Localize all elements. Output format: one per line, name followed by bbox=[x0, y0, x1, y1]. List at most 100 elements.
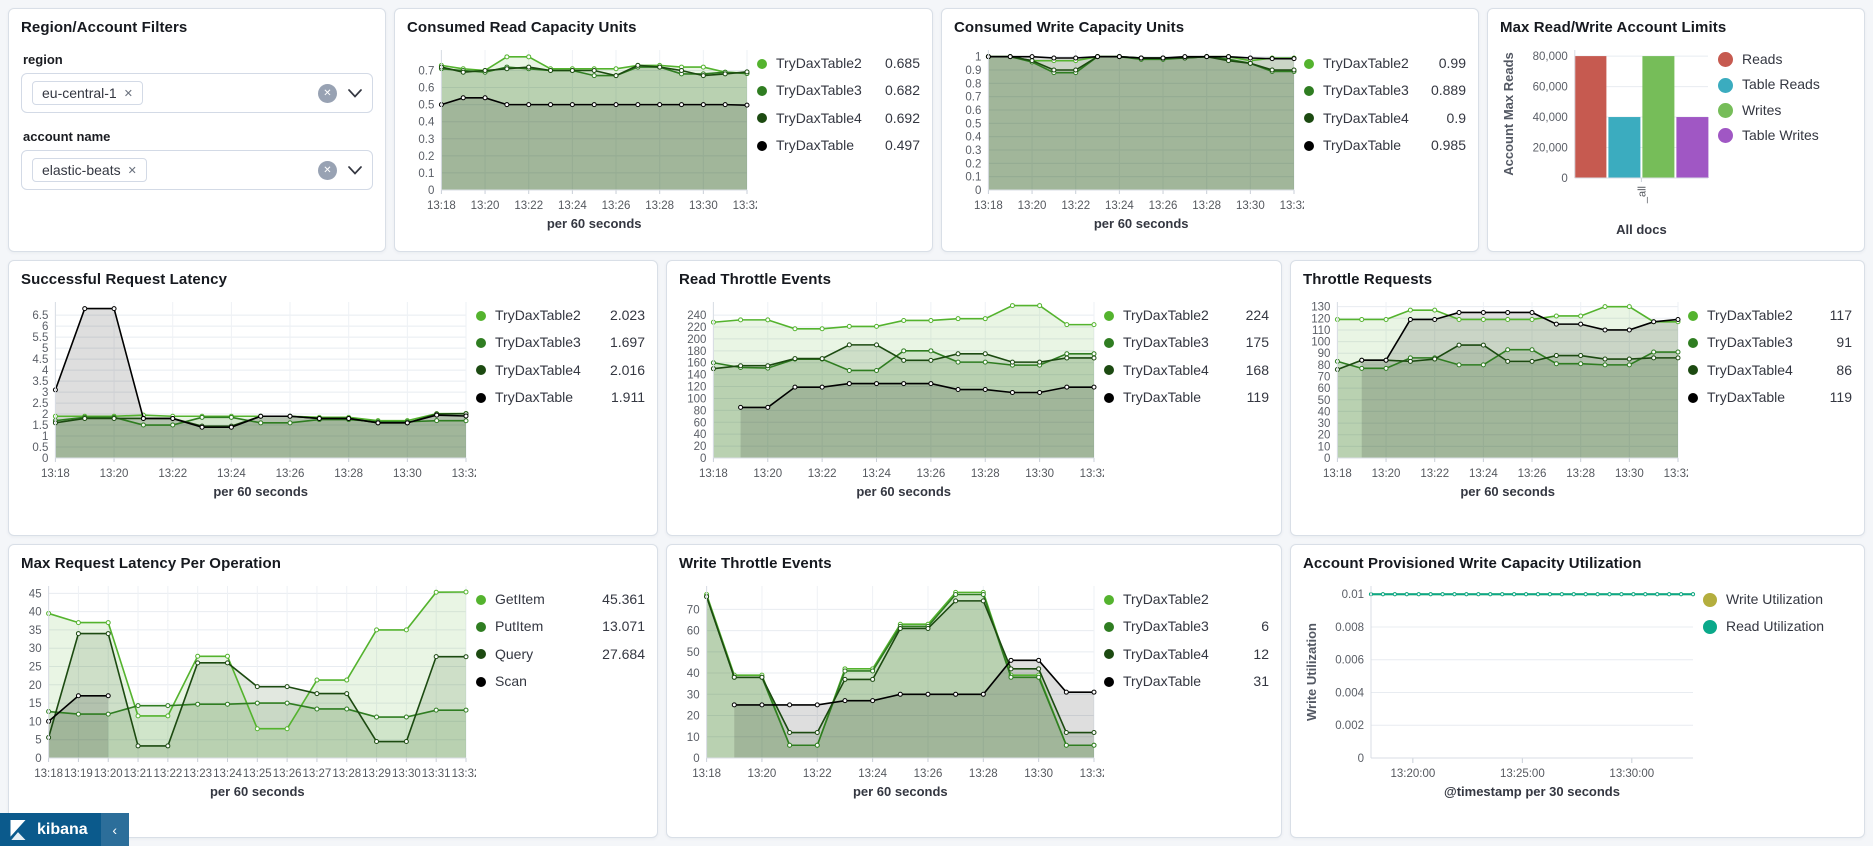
legend-swatch-icon bbox=[757, 58, 767, 69]
legend-item[interactable]: TryDaxTable3 6 bbox=[1104, 618, 1269, 635]
svg-text:1: 1 bbox=[42, 431, 48, 443]
legend-item[interactable]: TryDaxTable4 168 bbox=[1104, 362, 1269, 378]
svg-text:80: 80 bbox=[1318, 360, 1331, 372]
svg-text:13:24: 13:24 bbox=[1469, 468, 1498, 480]
collapse-nav-button[interactable]: ‹ bbox=[100, 813, 129, 846]
legend-item[interactable]: TryDaxTable3 1.697 bbox=[476, 334, 645, 350]
dashboard-row-3: Max Request Latency Per Operation 0 5 10 15… bbox=[8, 544, 1865, 838]
svg-text:0.1: 0.1 bbox=[965, 172, 981, 184]
legend-item[interactable]: TryDaxTable 0.985 bbox=[1304, 137, 1466, 153]
legend-swatch-icon bbox=[476, 310, 486, 321]
legend-item[interactable]: GetItem 45.361 bbox=[476, 591, 645, 607]
kibana-nav-bar: kibana ‹ bbox=[0, 813, 129, 846]
chevron-down-icon[interactable] bbox=[348, 165, 362, 175]
svg-text:13:32: 13:32 bbox=[1080, 768, 1104, 780]
svg-text:60: 60 bbox=[687, 626, 700, 638]
legend-series-label: TryDaxTable3 bbox=[1123, 618, 1209, 635]
panel-title: Read Throttle Events bbox=[679, 271, 832, 288]
svg-text:4.5: 4.5 bbox=[32, 354, 48, 366]
panel-title: Write Throttle Events bbox=[679, 555, 832, 572]
chart-legend: TryDaxTable2 0.99 TryDaxTable3 0.889 TryDaxT… bbox=[1304, 38, 1466, 236]
svg-text:13:30: 13:30 bbox=[1236, 200, 1265, 212]
legend-item[interactable]: TryDaxTable 0.497 bbox=[757, 137, 920, 154]
svg-text:Account Max Reads: Account Max Reads bbox=[1501, 52, 1516, 176]
legend-series-value: 224 bbox=[1245, 307, 1269, 323]
svg-text:All docs: All docs bbox=[1616, 222, 1667, 237]
legend-item[interactable]: Writes bbox=[1718, 101, 1852, 118]
legend-swatch-icon bbox=[1718, 128, 1733, 144]
legend-item[interactable]: TryDaxTable3 175 bbox=[1104, 334, 1269, 350]
legend-item[interactable]: Scan bbox=[476, 673, 645, 690]
svg-text:0: 0 bbox=[975, 185, 981, 197]
legend-series-label: TryDaxTable3 bbox=[1323, 82, 1409, 99]
legend-item[interactable]: TryDaxTable 119 bbox=[1104, 389, 1269, 405]
svg-text:per 60 seconds: per 60 seconds bbox=[547, 216, 642, 231]
legend-series-label: TryDaxTable2 bbox=[776, 55, 862, 71]
legend-item[interactable]: TryDaxTable2 0.99 bbox=[1304, 55, 1466, 71]
svg-text:100: 100 bbox=[1311, 337, 1330, 349]
legend-item[interactable]: TryDaxTable2 2.023 bbox=[476, 307, 645, 323]
legend-item[interactable]: TryDaxTable2 bbox=[1104, 591, 1269, 607]
legend-item[interactable]: TryDaxTable3 0.889 bbox=[1304, 82, 1466, 99]
legend-series-label: TryDaxTable3 bbox=[1707, 334, 1793, 351]
panel-title: Account Provisioned Write Capacity Utili… bbox=[1303, 555, 1642, 572]
account-name-combobox[interactable]: elastic-beats ✕ ✕ bbox=[21, 150, 373, 190]
svg-text:13:32: 13:32 bbox=[1080, 468, 1104, 480]
legend-item[interactable]: TryDaxTable4 2.016 bbox=[476, 361, 645, 378]
legend-series-label: Writes bbox=[1742, 101, 1782, 118]
remove-region-icon[interactable]: ✕ bbox=[123, 87, 133, 100]
kibana-brand[interactable]: kibana bbox=[0, 813, 101, 846]
account-pill[interactable]: elastic-beats ✕ bbox=[32, 158, 147, 182]
svg-text:20: 20 bbox=[694, 441, 707, 453]
legend-item[interactable]: TryDaxTable2 0.685 bbox=[757, 55, 920, 71]
consumed-read-capacity-chart[interactable]: 0 0.1 0.2 0.3 0.4 0.5 0.6 0.7 13:18 13:20 13:22 13:… bbox=[407, 38, 757, 236]
legend-series-label: Scan bbox=[495, 673, 527, 690]
legend-item[interactable]: Table Writes bbox=[1718, 127, 1852, 144]
svg-text:13:22: 13:22 bbox=[158, 468, 187, 480]
svg-text:0.5: 0.5 bbox=[32, 442, 48, 454]
legend-series-label: TryDaxTable bbox=[776, 137, 855, 154]
legend-item[interactable]: Read Utilization bbox=[1703, 618, 1852, 634]
write-capacity-utilization-chart[interactable]: 0 0.002 0.004 0.006 0.008 0.01 13:20:00 13:25:0… bbox=[1303, 574, 1703, 804]
legend-item[interactable]: Query 27.684 bbox=[476, 646, 645, 662]
legend-item[interactable]: TryDaxTable 119 bbox=[1688, 389, 1852, 405]
svg-text:13:25:00: 13:25:00 bbox=[1500, 768, 1545, 780]
successful-request-latency-chart[interactable]: 00.511.522.533.544.555.566.5 13:18 13:20 13… bbox=[21, 290, 476, 504]
legend-item[interactable]: Write Utilization bbox=[1703, 591, 1852, 607]
legend-item[interactable]: TryDaxTable 1.911 bbox=[476, 389, 645, 405]
consumed-write-capacity-chart[interactable]: 00.1 0.20.30.4 0.50.60.7 0.80.91 13:18 13:20 1… bbox=[954, 38, 1304, 236]
legend-item[interactable]: TryDaxTable 31 bbox=[1104, 673, 1269, 689]
svg-text:140: 140 bbox=[687, 370, 706, 382]
clear-account-icon[interactable]: ✕ bbox=[318, 160, 337, 180]
legend-swatch-icon bbox=[1104, 676, 1114, 687]
legend-item[interactable]: Reads bbox=[1718, 51, 1852, 68]
legend-item[interactable]: TryDaxTable4 12 bbox=[1104, 646, 1269, 662]
legend-series-label: TryDaxTable4 bbox=[495, 361, 581, 378]
region-pill[interactable]: eu-central-1 ✕ bbox=[32, 81, 143, 105]
legend-item[interactable]: TryDaxTable2 224 bbox=[1104, 307, 1269, 323]
region-combobox[interactable]: eu-central-1 ✕ ✕ bbox=[21, 73, 373, 113]
clear-region-icon[interactable]: ✕ bbox=[318, 83, 337, 103]
legend-item[interactable]: Table Reads bbox=[1718, 76, 1852, 93]
svg-text:0.5: 0.5 bbox=[965, 118, 981, 130]
legend-swatch-icon bbox=[1718, 77, 1733, 93]
legend-item[interactable]: TryDaxTable4 0.692 bbox=[757, 110, 920, 126]
remove-account-icon[interactable]: ✕ bbox=[127, 164, 137, 177]
legend-item[interactable]: TryDaxTable3 91 bbox=[1688, 334, 1852, 351]
write-throttle-events-chart[interactable]: 0 10 20 30 40 50 60 70 13:18 13:20 13:22 13:24 13:26… bbox=[679, 574, 1104, 804]
chart-legend: TryDaxTable2 TryDaxTable3 6 TryDaxTable4 12 T… bbox=[1104, 574, 1269, 804]
legend-item[interactable]: TryDaxTable4 0.9 bbox=[1304, 110, 1466, 126]
svg-text:0.1: 0.1 bbox=[418, 168, 434, 180]
chevron-down-icon[interactable] bbox=[348, 88, 362, 98]
legend-item[interactable]: TryDaxTable3 0.682 bbox=[757, 82, 920, 98]
legend-item[interactable]: TryDaxTable2 117 bbox=[1688, 307, 1852, 323]
legend-series-label: TryDaxTable2 bbox=[1123, 591, 1209, 607]
max-read-write-limits-chart[interactable]: 0 20,000 40,000 60,000 80,000 _all All docs Acc… bbox=[1500, 38, 1718, 240]
legend-swatch-icon bbox=[476, 676, 486, 687]
region-label: region bbox=[23, 52, 63, 67]
legend-item[interactable]: PutItem 13.071 bbox=[476, 618, 645, 634]
legend-item[interactable]: TryDaxTable4 86 bbox=[1688, 362, 1852, 378]
